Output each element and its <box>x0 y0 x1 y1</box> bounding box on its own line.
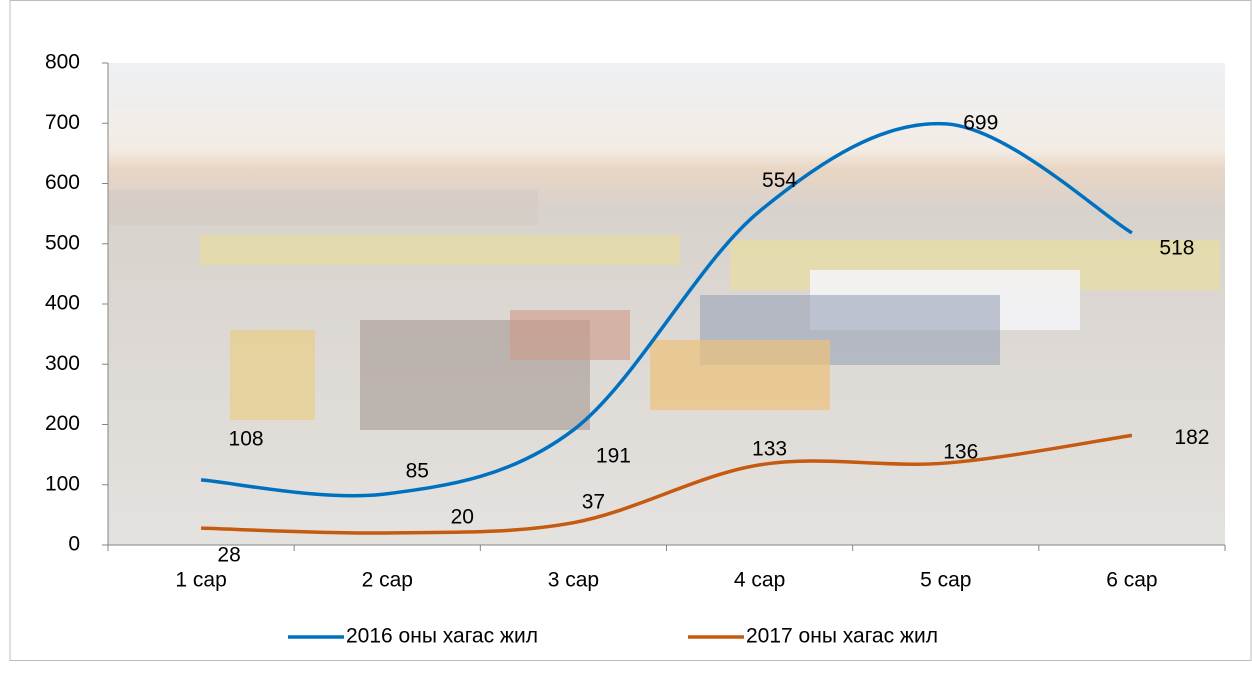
legend: 2016 оны хагас жил 2017 оны хагас жил <box>288 625 938 648</box>
x-tick-label: 4 сар <box>734 569 785 592</box>
background-photo <box>108 63 1225 545</box>
y-tick-label: 200 <box>45 412 80 435</box>
data-label: 28 <box>217 544 240 567</box>
y-tick-label: 800 <box>45 51 80 74</box>
data-label: 133 <box>752 437 787 460</box>
y-tick-label: 700 <box>45 111 80 134</box>
data-label: 136 <box>943 441 978 464</box>
y-tick-label: 300 <box>45 352 80 375</box>
x-tick-label: 2 сар <box>362 569 413 592</box>
page: 2016 оны хагас жил 2017 оны хагас жил 0 10… <box>0 0 1252 673</box>
x-tick-label: 5 сар <box>920 569 971 592</box>
data-label: 191 <box>596 444 631 467</box>
y-tick-label: 600 <box>45 171 80 194</box>
data-label: 108 <box>229 427 264 450</box>
data-label: 699 <box>963 111 998 134</box>
y-tick-label: 0 <box>68 533 80 556</box>
data-label: 554 <box>762 169 797 192</box>
data-label: 20 <box>451 505 474 528</box>
y-tick-label: 100 <box>45 472 80 495</box>
data-label: 85 <box>406 459 429 482</box>
data-label: 182 <box>1174 426 1209 449</box>
x-tick-label: 6 сар <box>1106 569 1157 592</box>
legend-label: 2017 оны хагас жил <box>746 625 938 648</box>
data-label: 37 <box>582 490 605 513</box>
x-tick-label: 1 сар <box>175 569 226 592</box>
legend-label: 2016 оны хагас жил <box>346 625 538 648</box>
data-label: 518 <box>1159 236 1194 259</box>
y-tick-label: 500 <box>45 231 80 254</box>
chart: 2016 оны хагас жил 2017 оны хагас жил 0 10… <box>0 0 1252 673</box>
y-tick-label: 400 <box>45 292 80 315</box>
x-tick-label: 3 сар <box>548 569 599 592</box>
